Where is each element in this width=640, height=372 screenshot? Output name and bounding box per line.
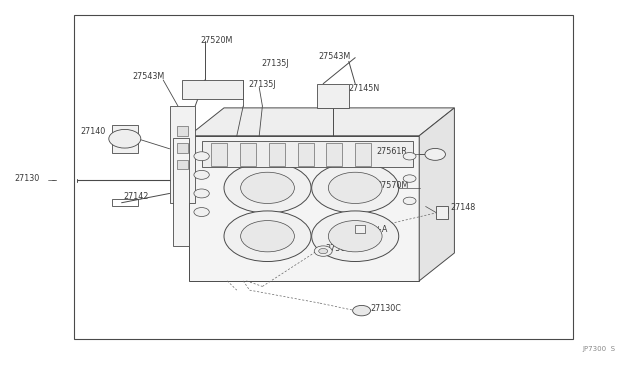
Circle shape: [319, 248, 328, 254]
Text: 27561R: 27561R: [376, 147, 407, 156]
Polygon shape: [112, 125, 138, 153]
Circle shape: [314, 246, 332, 256]
Text: 27148+A: 27148+A: [351, 225, 388, 234]
Bar: [173, 138, 189, 246]
Bar: [436, 206, 448, 219]
Circle shape: [353, 305, 371, 316]
Circle shape: [194, 170, 209, 179]
Text: 27135J: 27135J: [261, 59, 289, 68]
Bar: [269, 143, 285, 166]
Bar: [326, 143, 342, 166]
Polygon shape: [419, 108, 454, 281]
Bar: [177, 143, 188, 153]
Circle shape: [194, 208, 209, 217]
Bar: [211, 143, 227, 166]
Text: 27570M: 27570M: [376, 181, 409, 190]
Text: 27543M: 27543M: [318, 52, 350, 61]
Bar: [355, 143, 371, 166]
Text: 27148: 27148: [450, 203, 475, 212]
Text: 27561U: 27561U: [325, 244, 356, 253]
Bar: [177, 160, 188, 169]
Text: 27520M: 27520M: [200, 36, 233, 45]
Circle shape: [312, 163, 399, 213]
Circle shape: [224, 211, 311, 262]
Circle shape: [194, 152, 209, 161]
Bar: [74, 15, 573, 339]
Circle shape: [224, 163, 311, 213]
Text: 27130: 27130: [14, 174, 39, 183]
Text: 27140: 27140: [80, 127, 105, 136]
Bar: [298, 143, 314, 166]
Circle shape: [403, 175, 416, 182]
Bar: [177, 126, 188, 136]
Circle shape: [403, 153, 416, 160]
Polygon shape: [189, 136, 419, 281]
Bar: [182, 80, 243, 99]
Circle shape: [194, 189, 209, 198]
Circle shape: [328, 221, 382, 252]
Bar: [202, 141, 413, 167]
Circle shape: [109, 129, 141, 148]
Bar: [317, 84, 349, 108]
Text: JP7300  S: JP7300 S: [582, 346, 616, 352]
Text: 27135J: 27135J: [248, 80, 276, 89]
Circle shape: [241, 221, 294, 252]
Polygon shape: [189, 108, 454, 136]
Text: 27142: 27142: [123, 192, 148, 201]
Circle shape: [312, 211, 399, 262]
Circle shape: [403, 197, 416, 205]
Circle shape: [328, 172, 382, 203]
Text: 27145N: 27145N: [349, 84, 380, 93]
Text: 27543M: 27543M: [132, 72, 164, 81]
Bar: [240, 143, 256, 166]
Polygon shape: [170, 106, 195, 203]
Circle shape: [425, 148, 445, 160]
Circle shape: [241, 172, 294, 203]
Bar: [355, 225, 365, 233]
Text: 27130C: 27130C: [370, 304, 401, 312]
